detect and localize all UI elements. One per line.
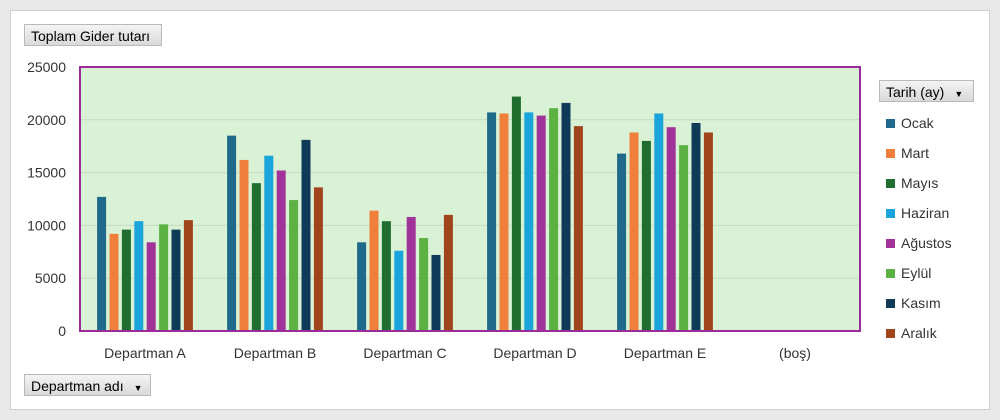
dropdown-arrow-icon: ▼ [133,383,143,393]
bar [369,210,379,331]
bar [499,113,509,332]
bar [431,254,441,331]
value-field-label: Toplam Gider tutarı [31,28,151,44]
value-field-button[interactable]: Toplam Gider tutarı [24,24,162,46]
legend-item: Mayıs [886,168,952,198]
axis-field-label: Departman adı [31,378,124,394]
y-tick-label: 5000 [35,270,66,286]
plot-area [80,67,860,331]
category-label: (boş) [779,345,811,361]
category-label: Departman D [493,345,576,361]
bar [703,132,713,331]
y-tick-label: 20000 [27,112,66,128]
bar [511,96,521,332]
category-label: Departman B [234,345,316,361]
bar [487,112,497,332]
bar [666,127,676,331]
legend-label: Mayıs [901,175,939,191]
y-tick-label: 0 [58,323,66,339]
legend-field-button[interactable]: Tarih (ay) ▼ [879,80,974,102]
bar [561,102,571,332]
bar [289,200,299,331]
bar [691,122,701,331]
legend-swatch [886,148,895,158]
bar [629,132,639,331]
bar [121,229,131,331]
bar [171,229,181,331]
bar [97,196,107,331]
bar [313,187,323,331]
legend-label: Mart [901,145,929,161]
legend-field-label: Tarih (ay) [886,84,945,100]
dropdown-arrow-icon: ▼ [954,89,964,99]
legend-item: Haziran [886,198,952,228]
y-tick-label: 25000 [27,59,66,75]
legend: Ocak Mart Mayıs Haziran Ağustos Eylül Kasım Ara… [886,108,952,348]
legend-item: Ocak [886,108,952,138]
bar [264,155,274,331]
category-label: Departman A [104,345,186,361]
bar [134,221,144,331]
bar [573,126,583,331]
bar [394,250,404,331]
legend-swatch [886,298,895,308]
legend-item: Mart [886,138,952,168]
bar [679,145,689,331]
bar [239,159,249,331]
legend-label: Ocak [901,115,934,131]
bar [159,224,169,331]
bar [617,153,627,331]
bar [109,233,119,331]
bar [381,221,391,331]
legend-label: Kasım [901,295,941,311]
category-label: Departman C [363,345,446,361]
bar [654,113,664,332]
legend-swatch [886,238,895,248]
bar [146,242,156,331]
legend-item: Kasım [886,288,952,318]
legend-item: Eylül [886,258,952,288]
axis-field-button[interactable]: Departman adı ▼ [24,374,151,396]
bar [641,140,651,331]
bar [301,139,311,331]
bar [183,220,193,331]
bar [227,135,237,331]
y-tick-label: 15000 [27,165,66,181]
legend-label: Eylül [901,265,932,281]
legend-label: Aralık [901,325,937,341]
y-tick-label: 10000 [27,217,66,233]
category-label: Departman E [624,345,706,361]
legend-label: Ağustos [901,235,952,251]
legend-swatch [886,268,895,278]
bar [406,216,416,331]
legend-label: Haziran [901,205,950,221]
legend-item: Aralık [886,318,952,348]
bar [549,108,559,332]
bar [357,242,367,331]
bar [276,170,286,331]
bar [419,238,429,331]
bar [536,115,546,332]
legend-swatch [886,178,895,188]
legend-swatch [886,328,895,338]
plot-border [79,66,861,332]
legend-swatch [886,208,895,218]
legend-item: Ağustos [886,228,952,258]
bar [251,183,261,331]
bar [443,214,453,331]
legend-swatch [886,118,895,128]
bar [524,112,534,332]
